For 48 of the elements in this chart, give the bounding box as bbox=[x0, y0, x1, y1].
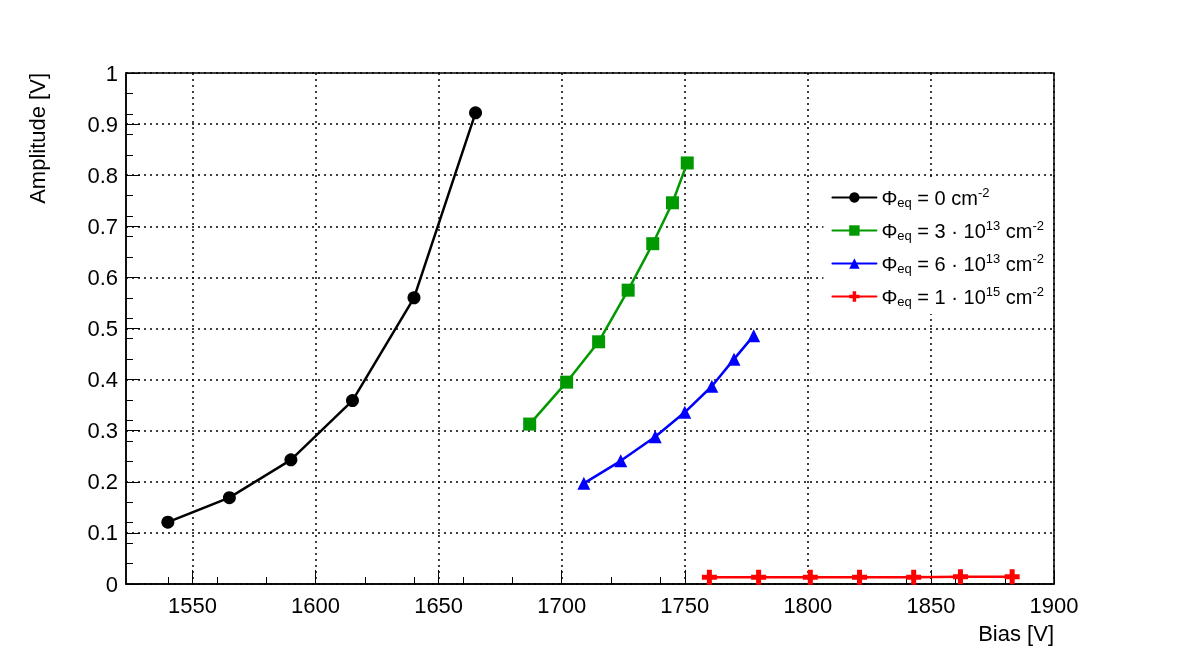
y-tick-label: 0.1 bbox=[87, 520, 118, 546]
point bbox=[161, 515, 175, 529]
x-tick-label: 1600 bbox=[291, 592, 341, 618]
point bbox=[678, 405, 692, 419]
point bbox=[705, 379, 719, 393]
point bbox=[284, 453, 298, 467]
y-tick-label: 0.2 bbox=[87, 469, 118, 495]
point bbox=[407, 291, 421, 305]
point bbox=[747, 329, 761, 343]
y-tick-label: 0.7 bbox=[87, 213, 118, 239]
y-axis-title: Amplitude [V] bbox=[24, 73, 50, 204]
point bbox=[222, 491, 236, 505]
point bbox=[802, 569, 818, 585]
point bbox=[621, 283, 635, 297]
y-tick-label: 0.8 bbox=[87, 162, 118, 188]
x-tick-label: 1850 bbox=[906, 592, 956, 618]
point bbox=[906, 569, 922, 585]
y-tick-label: 0 bbox=[105, 571, 118, 597]
x-tick-label: 1900 bbox=[1029, 592, 1079, 618]
x-tick-label: 1750 bbox=[660, 592, 710, 618]
x-tick-label: 1550 bbox=[167, 592, 217, 618]
point bbox=[751, 569, 767, 585]
y-tick-label: 1 bbox=[105, 60, 118, 86]
x-tick-label: 1700 bbox=[537, 592, 587, 618]
point bbox=[665, 196, 679, 210]
x-tick-label: 1650 bbox=[414, 592, 464, 618]
point bbox=[648, 430, 662, 444]
point bbox=[469, 106, 483, 120]
y-tick-label: 0.4 bbox=[87, 367, 118, 393]
point bbox=[952, 569, 968, 585]
y-tick-label: 0.3 bbox=[87, 418, 118, 444]
point bbox=[680, 156, 694, 170]
point bbox=[614, 454, 628, 468]
point bbox=[577, 476, 591, 490]
y-tick-label: 0.6 bbox=[87, 264, 118, 290]
point bbox=[592, 335, 606, 349]
point bbox=[646, 237, 660, 251]
point bbox=[345, 394, 359, 408]
y-tick-label: 0.9 bbox=[87, 111, 118, 137]
point bbox=[727, 352, 741, 366]
point bbox=[852, 569, 868, 585]
point bbox=[560, 375, 574, 389]
x-tick-label: 1800 bbox=[783, 592, 833, 618]
y-tick-label: 0.5 bbox=[87, 316, 118, 341]
point bbox=[701, 569, 717, 585]
x-axis-title: Bias [V] bbox=[978, 620, 1054, 646]
point bbox=[1004, 569, 1020, 585]
point bbox=[523, 417, 537, 431]
